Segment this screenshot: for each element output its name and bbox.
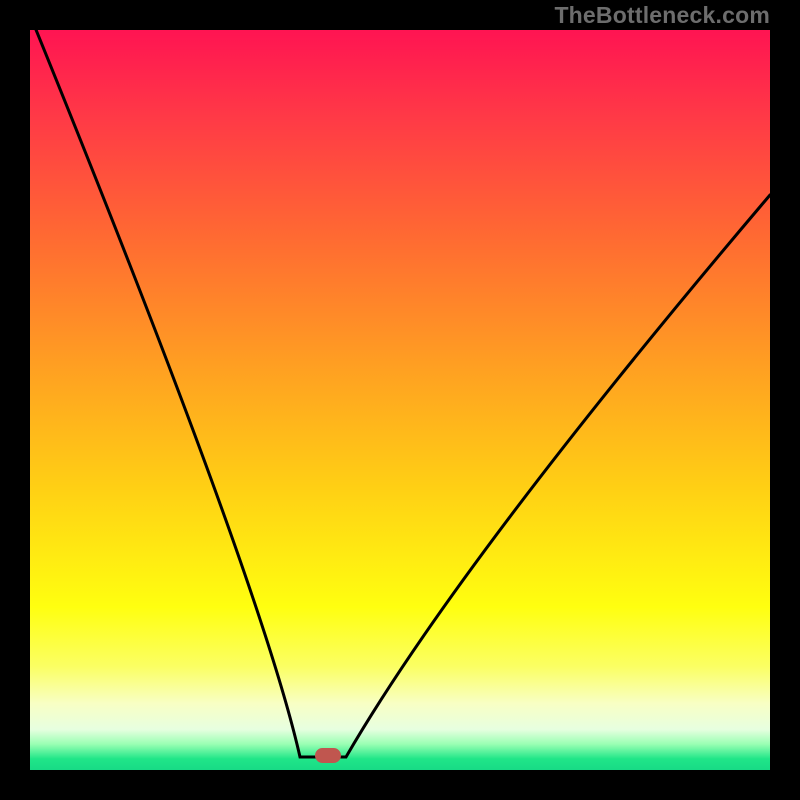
curve-path: [30, 30, 770, 757]
optimal-marker: [315, 748, 341, 763]
bottleneck-curve: [30, 30, 770, 770]
plot-area: [30, 30, 770, 770]
frame-left: [0, 0, 30, 800]
frame-bottom: [0, 770, 800, 800]
watermark-text: TheBottleneck.com: [554, 2, 770, 29]
frame-right: [770, 0, 800, 800]
